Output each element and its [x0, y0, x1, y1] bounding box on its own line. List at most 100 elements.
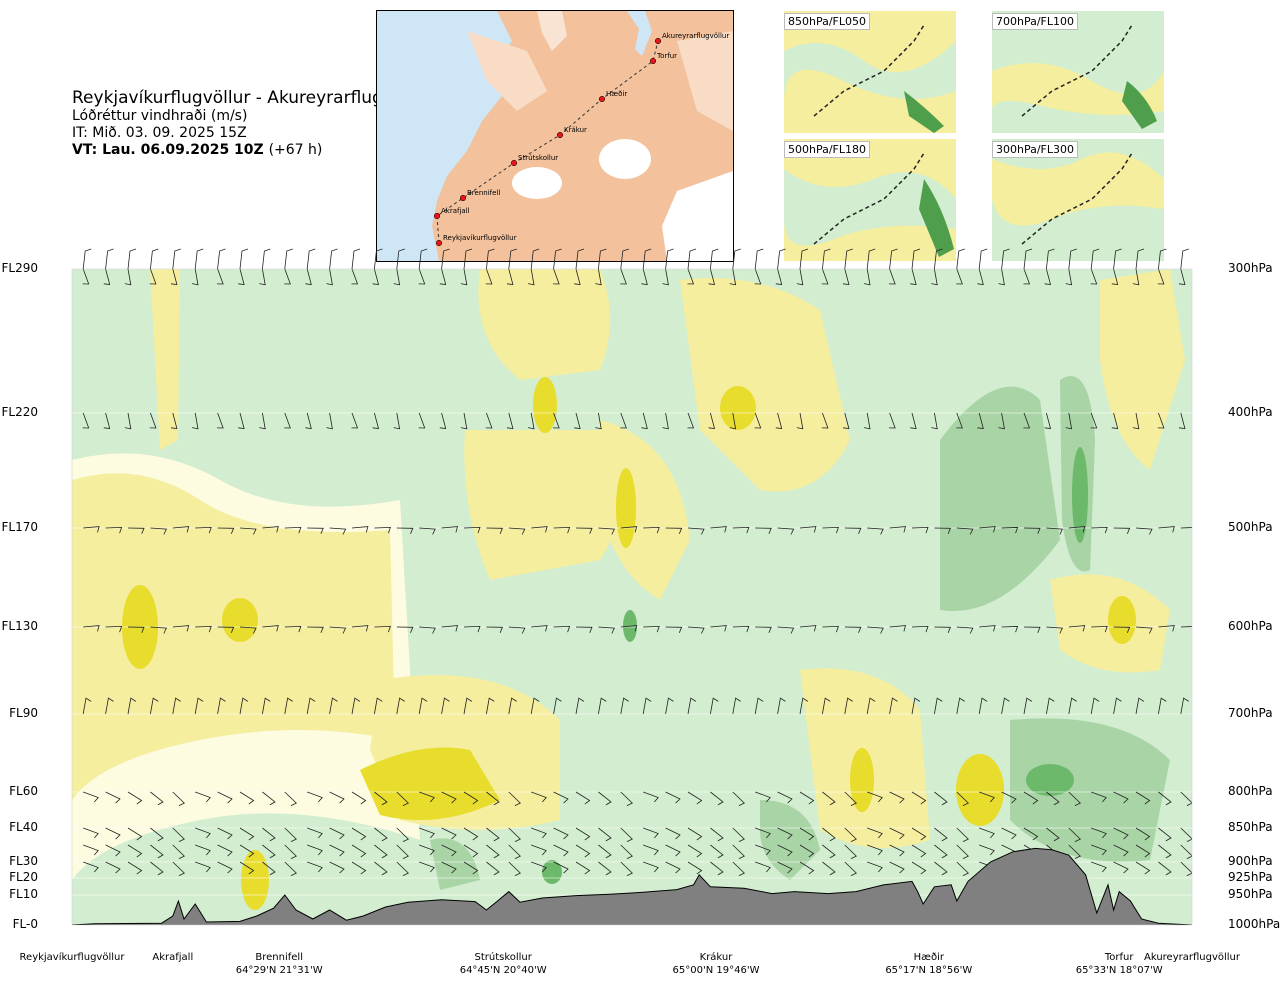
- wind-barb: [506, 269, 514, 285]
- wind-barb: [105, 625, 123, 633]
- wind-barb: [83, 827, 99, 839]
- wind-barb: [307, 861, 323, 873]
- wind-barb: [419, 791, 435, 803]
- wind-barb: [934, 861, 948, 876]
- wind-barb: [195, 791, 211, 803]
- wind-barb: [620, 791, 633, 806]
- wind-barb: [553, 269, 560, 285]
- wind-barb-top: [329, 248, 338, 270]
- wind-barb: [1158, 844, 1172, 859]
- wind-barb: [998, 412, 1005, 430]
- wind-barb: [799, 625, 817, 632]
- wind-barb: [777, 527, 795, 535]
- field-moderate-down-3: [1010, 718, 1170, 862]
- wind-barb: [170, 269, 178, 285]
- wind-barb: [351, 827, 367, 841]
- wind-barb: [687, 626, 705, 634]
- wind-barb: [105, 827, 121, 840]
- wind-barb: [729, 412, 737, 430]
- wind-barb: [127, 844, 143, 858]
- wind-barb: [239, 844, 255, 858]
- wind-barb: [1001, 827, 1017, 840]
- map-relief-2: [467, 31, 547, 111]
- wind-barb: [460, 269, 468, 286]
- wind-barb: [124, 412, 132, 430]
- wind-barb: [351, 844, 367, 858]
- map-relief-1: [537, 11, 567, 51]
- wind-barb: [396, 827, 409, 842]
- wind-barb: [418, 269, 426, 285]
- wind-barb: [1091, 791, 1107, 803]
- wind-barb: [1157, 269, 1165, 285]
- wind-barb: [732, 697, 741, 715]
- wind-barb: [553, 697, 562, 715]
- wind-barb: [486, 861, 500, 876]
- wind-barb: [710, 861, 724, 876]
- wind-barb: [127, 791, 143, 805]
- wind-barb: [687, 861, 703, 875]
- wind-barb: [708, 269, 716, 285]
- wind-barb: [956, 412, 963, 429]
- wind-barb: [620, 844, 633, 859]
- location-name: Torfur: [1104, 952, 1134, 963]
- wind-barb: [127, 861, 143, 875]
- wind-barb: [217, 844, 233, 857]
- wind-barb: [1157, 412, 1165, 429]
- wind-barb: [396, 844, 409, 859]
- wind-barb: [1065, 412, 1073, 430]
- wind-barb: [1135, 626, 1153, 634]
- location-coord: 65°00'N 19°46'W: [672, 965, 760, 976]
- wind-barb-top: [889, 248, 898, 270]
- wind-barb: [105, 844, 121, 857]
- flight-level-label: FL30: [9, 854, 38, 868]
- location-name: Krákur: [699, 952, 733, 963]
- wind-barb: [1135, 527, 1153, 535]
- flight-level-label: FL290: [1, 261, 39, 275]
- mini-map-850-field: [784, 41, 956, 101]
- valid-time-line: VT: Lau. 06.09.2025 10Z (+67 h): [72, 142, 431, 159]
- wind-barb: [1158, 791, 1172, 806]
- map-waypoint-marker: [459, 194, 467, 202]
- wind-barb: [979, 791, 995, 803]
- wind-barb: [931, 269, 938, 286]
- wind-barb-top: [553, 248, 562, 270]
- wind-barb-top: [822, 248, 831, 270]
- wind-barb: [103, 412, 111, 429]
- wind-barb: [351, 697, 361, 715]
- wind-barb: [710, 526, 727, 533]
- wind-barb: [508, 827, 521, 842]
- wind-barb: [1046, 697, 1055, 715]
- wind-barb: [687, 791, 703, 805]
- location-name: Reykjavíkurflugvöllur: [19, 952, 125, 963]
- wind-barb: [643, 526, 660, 534]
- wind-barb-top: [866, 248, 876, 270]
- wind-barb-top: [262, 248, 271, 270]
- map-waypoint-label: Hæðir: [606, 90, 627, 98]
- wind-barb: [419, 626, 436, 634]
- wind-barb: [441, 861, 457, 874]
- wind-barb: [506, 412, 514, 429]
- wind-barb: [1023, 697, 1033, 715]
- mini-map-300-svg: [992, 139, 1164, 261]
- map-waypoint-label: Akureyrarflugvöllur: [662, 32, 729, 40]
- wind-barb: [329, 844, 345, 857]
- wind-barb: [396, 791, 409, 806]
- wind-barb: [172, 526, 190, 533]
- wind-barb: [822, 861, 836, 876]
- wind-barb: [1068, 827, 1081, 842]
- wind-barb: [172, 827, 185, 842]
- wind-barb: [419, 827, 435, 839]
- map-waypoint-label: Strútskollur: [518, 154, 558, 162]
- wind-barb: [553, 791, 569, 804]
- wind-barb: [1158, 526, 1175, 533]
- wind-barb: [463, 791, 479, 805]
- wind-barb: [486, 626, 503, 633]
- wind-barb: [127, 626, 145, 633]
- wind-barb: [934, 527, 951, 534]
- wind-barb: [1180, 697, 1189, 715]
- wind-barb: [1178, 412, 1186, 429]
- field-moderate-up-top-2: [478, 269, 610, 380]
- cross-section-chart: [71, 248, 1193, 926]
- wind-barb: [1044, 269, 1052, 285]
- wind-barb: [83, 526, 100, 533]
